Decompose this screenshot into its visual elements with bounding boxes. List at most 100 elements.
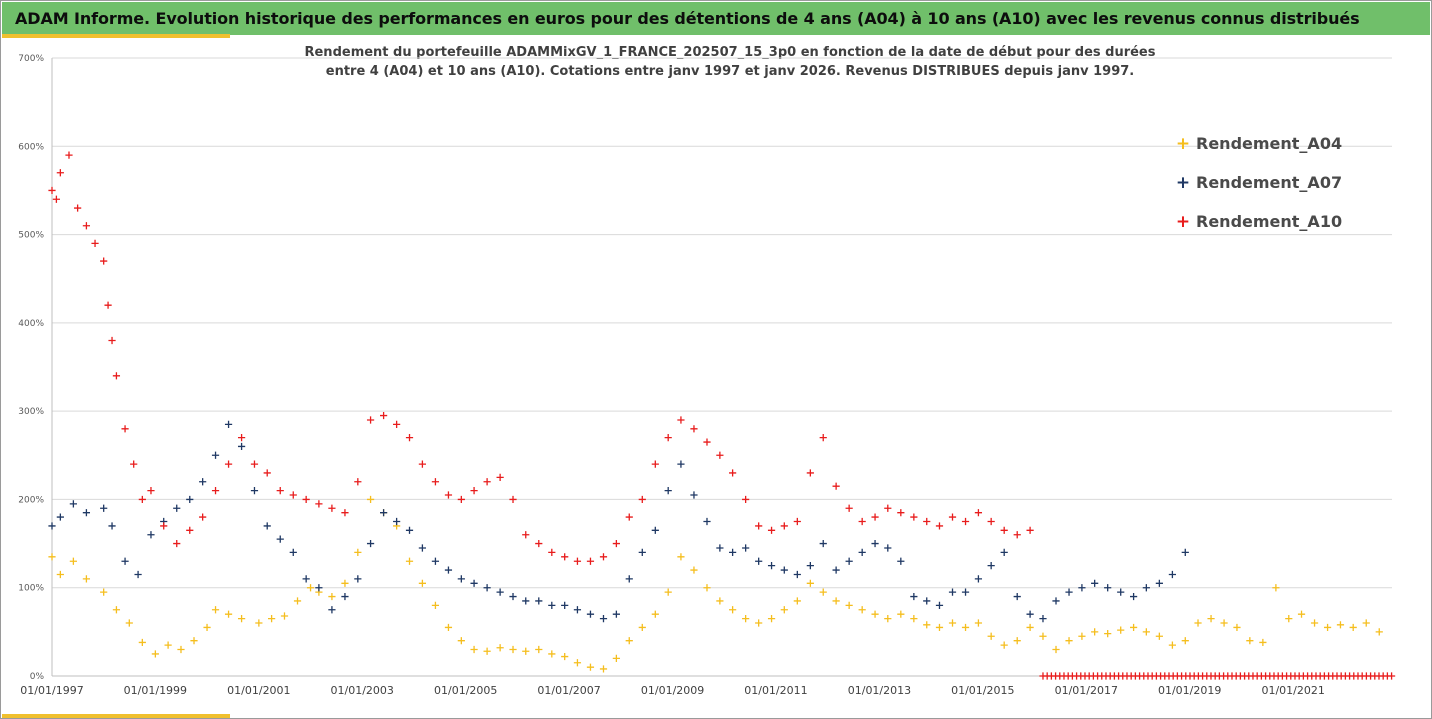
data-point [1142, 584, 1150, 592]
data-point [1026, 623, 1034, 632]
data-point [237, 434, 246, 442]
x-tick-label: 01/01/2007 [537, 684, 600, 697]
data-point [884, 504, 892, 512]
data-point [138, 638, 146, 647]
data-point [586, 610, 595, 618]
data-point [961, 517, 970, 526]
data-point [69, 500, 77, 508]
data-point [664, 487, 672, 495]
data-point [1065, 637, 1073, 645]
data-point [224, 610, 233, 618]
y-tick-label: 300% [18, 407, 44, 417]
y-tick-label: 0% [30, 672, 45, 682]
data-point [703, 584, 711, 592]
data-point [1155, 579, 1163, 587]
data-point [48, 522, 56, 530]
data-point [935, 601, 944, 609]
data-point [1142, 628, 1150, 636]
data-point [418, 460, 426, 468]
data-point [444, 566, 453, 574]
data-point [780, 522, 788, 530]
data-point [56, 513, 64, 521]
data-point [91, 239, 99, 247]
data-point [509, 592, 517, 601]
data-point [354, 575, 362, 583]
data-point [910, 615, 918, 623]
data-point [380, 509, 388, 517]
data-point [56, 570, 64, 579]
data-point [638, 548, 646, 556]
data-point [1259, 638, 1267, 647]
data-point [1104, 584, 1112, 592]
data-point [612, 539, 620, 548]
data-point [819, 539, 827, 548]
x-tick-label: 01/01/2003 [331, 684, 394, 697]
data-point [104, 301, 112, 309]
data-point [561, 652, 569, 661]
data-point [496, 473, 504, 481]
data-point [806, 469, 814, 477]
data-point [897, 610, 905, 618]
data-point [366, 539, 375, 548]
data-point [974, 619, 983, 627]
data-point [871, 513, 879, 521]
data-point [910, 513, 918, 521]
data-point [405, 434, 414, 442]
data-point [987, 632, 995, 640]
accent-bar-top [2, 34, 230, 38]
data-point [548, 601, 556, 609]
data-point [224, 460, 233, 468]
chart-marks [48, 151, 1396, 680]
data-point [1272, 584, 1280, 592]
data-point [1168, 641, 1176, 649]
data-point [405, 557, 414, 565]
data-point [444, 491, 453, 499]
series-rendement-a04 [48, 495, 1383, 673]
data-point [535, 539, 543, 548]
data-point [948, 513, 957, 521]
data-point [832, 566, 840, 574]
data-point [703, 438, 711, 446]
data-point [1130, 623, 1138, 632]
data-point [431, 478, 440, 486]
data-point [716, 597, 724, 605]
data-point [130, 460, 138, 468]
data-point [186, 495, 194, 504]
data-point [793, 570, 801, 579]
data-point [457, 637, 465, 645]
chart-legend: + Rendement_A04 + Rendement_A07 + Rendem… [1174, 124, 1342, 241]
title-banner: ADAM Informe. Evolution historique des p… [2, 2, 1430, 35]
data-point [1000, 641, 1008, 649]
data-point [1310, 619, 1319, 627]
data-point [561, 553, 569, 561]
data-point [1039, 615, 1047, 623]
data-point [100, 257, 108, 265]
data-point [755, 522, 763, 530]
data-point [82, 509, 91, 517]
data-point [121, 425, 129, 433]
chart-subtitle-line-1: Rendement du portefeuille ADAMMixGV_1_FR… [304, 45, 1156, 60]
data-point [431, 601, 440, 609]
data-point [1246, 637, 1254, 645]
data-point [1155, 632, 1163, 640]
data-point [793, 597, 801, 605]
data-point [767, 526, 776, 534]
data-point [1039, 632, 1047, 640]
chart-axes: 0% 100% 200% 300% 400% 500% 600% 700% 01/01/1997… [18, 54, 1392, 697]
data-point [1117, 588, 1125, 596]
data-point [1078, 584, 1086, 592]
data-point [328, 606, 336, 614]
data-point [1091, 579, 1099, 587]
data-point [1233, 623, 1241, 632]
legend-item-a04: + Rendement_A04 [1174, 124, 1342, 163]
data-point [1297, 610, 1306, 618]
data-point [716, 544, 724, 552]
data-point [923, 597, 931, 605]
data-point [690, 491, 698, 499]
data-point [677, 553, 685, 561]
data-point [199, 513, 207, 521]
data-point [203, 623, 211, 632]
data-point [651, 610, 659, 618]
data-point [806, 562, 814, 570]
